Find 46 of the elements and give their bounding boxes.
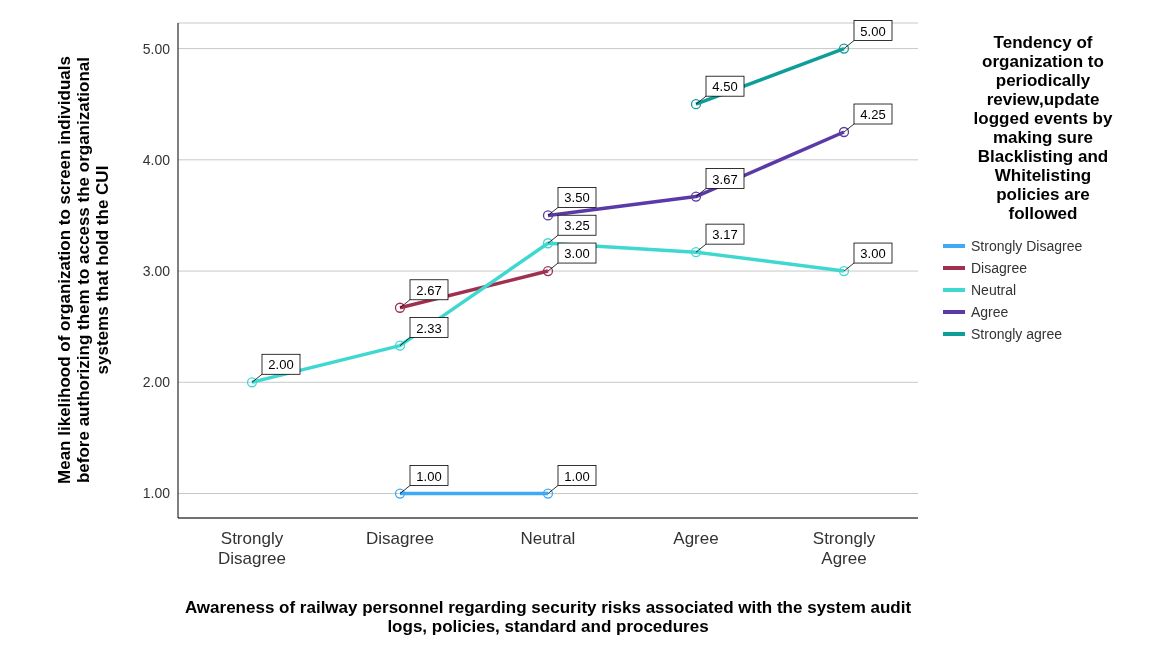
legend-label: Neutral: [970, 281, 1018, 300]
y-tick-label: 2.00: [142, 374, 171, 391]
x-tick-label: Neutral: [520, 529, 576, 548]
data-label: 2.67: [416, 282, 442, 298]
point: [394, 302, 406, 313]
legend-label: Agree: [970, 303, 1010, 322]
data-label: 2.33: [416, 320, 442, 336]
data-label: 4.25: [860, 107, 886, 123]
legend-label: Strongly Disagree: [970, 237, 1084, 256]
data-label: 3.17: [712, 227, 738, 243]
point: [542, 265, 554, 277]
x-tick-label: Disagree: [365, 529, 435, 548]
y-tick-label: 4.00: [142, 151, 171, 168]
point: [838, 126, 850, 138]
y-tick-label: 3.00: [142, 263, 171, 280]
point: [246, 377, 258, 388]
point: [542, 210, 554, 221]
point: [394, 340, 406, 351]
point: [394, 488, 406, 499]
point: [838, 265, 850, 277]
point: [690, 99, 702, 110]
point: [690, 247, 702, 258]
x-tick-label: Strongly Agree: [812, 529, 876, 568]
x-axis-title: Awareness of railway personnel regarding security risks associated with the system audit logs, policies, standard and procedures: [183, 598, 913, 636]
y-axis-title: Mean likelihood of organization to screen individuals before authorizing them to access the organizational systems that hold the CUI: [54, 55, 112, 486]
text: Tendency of organization to periodically review,update logged events by making sure Blacklisting and Whitelisting policies are followed: [973, 33, 1113, 223]
legend-label: Strongly agree: [970, 325, 1064, 344]
x-tick-label: Agree: [673, 529, 719, 548]
point: [690, 191, 702, 202]
y-tick-label: 5.00: [142, 40, 171, 57]
point: [542, 488, 554, 499]
data-label: 2.00: [268, 357, 294, 373]
y-tick-label: 1.00: [142, 485, 171, 502]
data-label: 5.00: [860, 23, 886, 39]
data-label: 3.00: [564, 246, 590, 262]
data-label: 4.50: [712, 79, 738, 95]
data-label: 3.67: [712, 171, 738, 187]
legend-label: Disagree: [970, 259, 1029, 278]
data-label: 3.25: [564, 218, 590, 234]
data-label: 3.00: [860, 246, 886, 262]
x-tick-label: Strongly Disagree: [217, 529, 287, 568]
point: [542, 238, 554, 249]
point: [838, 43, 850, 54]
data-label: 3.50: [564, 190, 590, 206]
data-label: 1.00: [416, 468, 442, 484]
data-label: 1.00: [564, 468, 590, 484]
